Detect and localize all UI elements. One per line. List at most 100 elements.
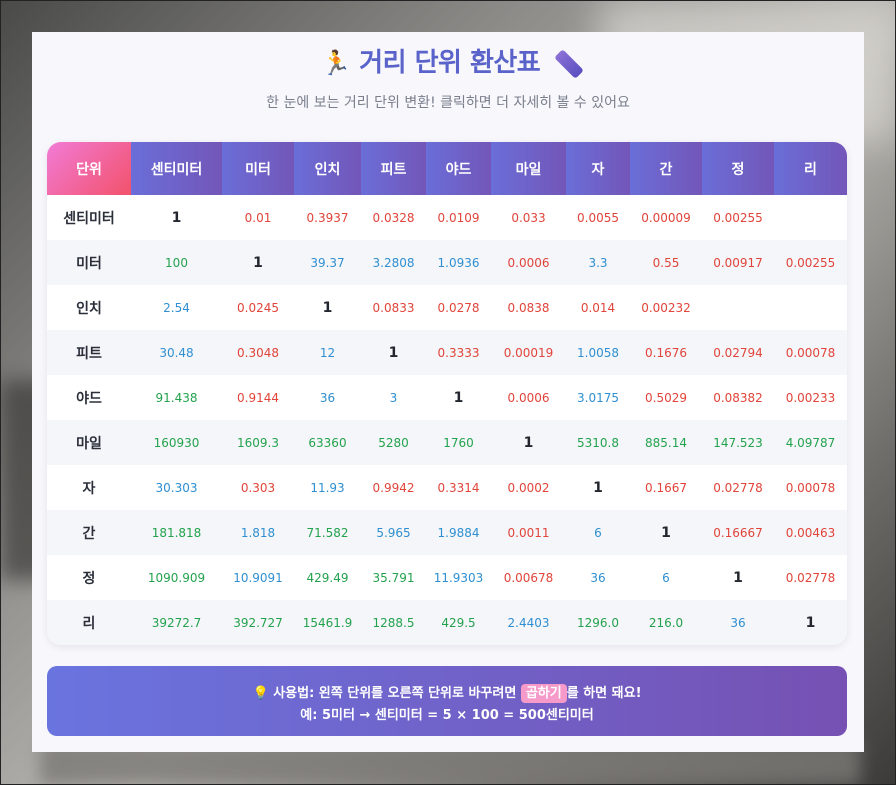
conversion-cell[interactable]: 36 [294,375,361,420]
conversion-cell[interactable]: 1288.5 [361,600,426,645]
conversion-cell[interactable]: 0.01 [222,195,294,240]
conversion-cell[interactable]: 3.0175 [566,375,630,420]
conversion-cell[interactable]: 0.5029 [630,375,702,420]
conversion-cell[interactable]: 12 [294,330,361,375]
column-header[interactable]: 리 [774,142,847,195]
conversion-cell[interactable]: 6 [566,510,630,555]
conversion-cell[interactable]: 71.582 [294,510,361,555]
conversion-cell[interactable]: 1.9884 [426,510,491,555]
conversion-cell[interactable]: 0.0109 [426,195,491,240]
conversion-cell[interactable]: 0.3937 [294,195,361,240]
conversion-cell[interactable]: 0.1667 [630,465,702,510]
conversion-cell[interactable]: 0.02778 [774,555,847,600]
conversion-cell[interactable]: 0.0833 [361,285,426,330]
conversion-cell[interactable]: 0.0011 [491,510,566,555]
conversion-cell[interactable]: 1.818 [222,510,294,555]
conversion-cell[interactable]: 0.0838 [491,285,566,330]
column-header[interactable]: 야드 [426,142,491,195]
row-header[interactable]: 자 [47,465,131,510]
row-header[interactable]: 야드 [47,375,131,420]
conversion-cell[interactable]: 6 [630,555,702,600]
conversion-cell[interactable]: 1 [702,555,774,600]
conversion-cell[interactable]: 429.5 [426,600,491,645]
conversion-cell[interactable]: 0.3314 [426,465,491,510]
conversion-cell[interactable]: 0.00233 [774,375,847,420]
row-header[interactable]: 센티미터 [47,195,131,240]
conversion-cell[interactable]: 39.37 [294,240,361,285]
conversion-cell[interactable]: 0.1676 [630,330,702,375]
column-header[interactable]: 자 [566,142,630,195]
conversion-cell[interactable]: 160930 [131,420,222,465]
conversion-cell[interactable]: 0.9942 [361,465,426,510]
conversion-cell[interactable]: 429.49 [294,555,361,600]
conversion-cell[interactable]: 100 [131,240,222,285]
conversion-cell[interactable]: 2.4403 [491,600,566,645]
conversion-cell[interactable]: 0.0055 [566,195,630,240]
conversion-cell[interactable]: 10.9091 [222,555,294,600]
conversion-cell[interactable]: 0.00255 [774,240,847,285]
conversion-cell[interactable]: 1 [774,600,847,645]
conversion-cell[interactable]: 1 [222,240,294,285]
conversion-cell[interactable]: 11.93 [294,465,361,510]
conversion-cell[interactable]: 0.55 [630,240,702,285]
conversion-cell[interactable]: 5310.8 [566,420,630,465]
conversion-cell[interactable]: 1760 [426,420,491,465]
conversion-cell[interactable]: 36 [702,600,774,645]
row-header[interactable]: 리 [47,600,131,645]
conversion-cell[interactable]: 3.3 [566,240,630,285]
conversion-cell[interactable]: 1.0058 [566,330,630,375]
conversion-cell[interactable]: 0.08382 [702,375,774,420]
conversion-cell[interactable]: 0.00255 [702,195,774,240]
row-header[interactable]: 피트 [47,330,131,375]
conversion-cell[interactable]: 0.303 [222,465,294,510]
conversion-cell[interactable]: 11.9303 [426,555,491,600]
conversion-cell[interactable]: 35.791 [361,555,426,600]
conversion-cell[interactable]: 36 [566,555,630,600]
conversion-cell[interactable]: 0.3048 [222,330,294,375]
conversion-cell[interactable]: 15461.9 [294,600,361,645]
conversion-cell[interactable]: 5.965 [361,510,426,555]
row-header[interactable]: 마일 [47,420,131,465]
column-header[interactable]: 피트 [361,142,426,195]
conversion-cell[interactable]: 1090.909 [131,555,222,600]
conversion-cell[interactable]: 0.16667 [702,510,774,555]
conversion-cell[interactable]: 0.0006 [491,240,566,285]
conversion-cell[interactable]: 1 [426,375,491,420]
conversion-cell[interactable]: 1609.3 [222,420,294,465]
conversion-cell[interactable]: 392.727 [222,600,294,645]
conversion-cell[interactable]: 1296.0 [566,600,630,645]
conversion-cell[interactable]: 0.033 [491,195,566,240]
conversion-cell[interactable]: 0.00009 [630,195,702,240]
conversion-cell[interactable]: 91.438 [131,375,222,420]
conversion-cell[interactable]: 0.3333 [426,330,491,375]
column-header[interactable]: 인치 [294,142,361,195]
column-header[interactable]: 마일 [491,142,566,195]
conversion-cell[interactable]: 0.00078 [774,465,847,510]
conversion-cell[interactable]: 0.9144 [222,375,294,420]
conversion-cell[interactable]: 0.02778 [702,465,774,510]
conversion-cell[interactable]: 1.0936 [426,240,491,285]
conversion-cell[interactable]: 30.48 [131,330,222,375]
conversion-cell[interactable]: 0.0002 [491,465,566,510]
conversion-cell[interactable]: 0.0245 [222,285,294,330]
column-header[interactable]: 간 [630,142,702,195]
conversion-cell[interactable]: 1 [294,285,361,330]
conversion-cell[interactable]: 3.2808 [361,240,426,285]
conversion-cell[interactable]: 0.00019 [491,330,566,375]
conversion-cell[interactable]: 63360 [294,420,361,465]
conversion-cell[interactable]: 5280 [361,420,426,465]
conversion-cell[interactable]: 0.00678 [491,555,566,600]
conversion-cell[interactable]: 0.00078 [774,330,847,375]
conversion-cell[interactable]: 1 [361,330,426,375]
conversion-cell[interactable]: 147.523 [702,420,774,465]
conversion-cell[interactable]: 216.0 [630,600,702,645]
conversion-cell[interactable]: 0.00232 [630,285,702,330]
conversion-cell[interactable]: 1 [566,465,630,510]
column-header[interactable]: 정 [702,142,774,195]
conversion-cell[interactable]: 3 [361,375,426,420]
row-header[interactable]: 간 [47,510,131,555]
column-header[interactable]: 미터 [222,142,294,195]
conversion-cell[interactable]: 0.0278 [426,285,491,330]
conversion-cell[interactable]: 0.00917 [702,240,774,285]
conversion-cell[interactable]: 30.303 [131,465,222,510]
